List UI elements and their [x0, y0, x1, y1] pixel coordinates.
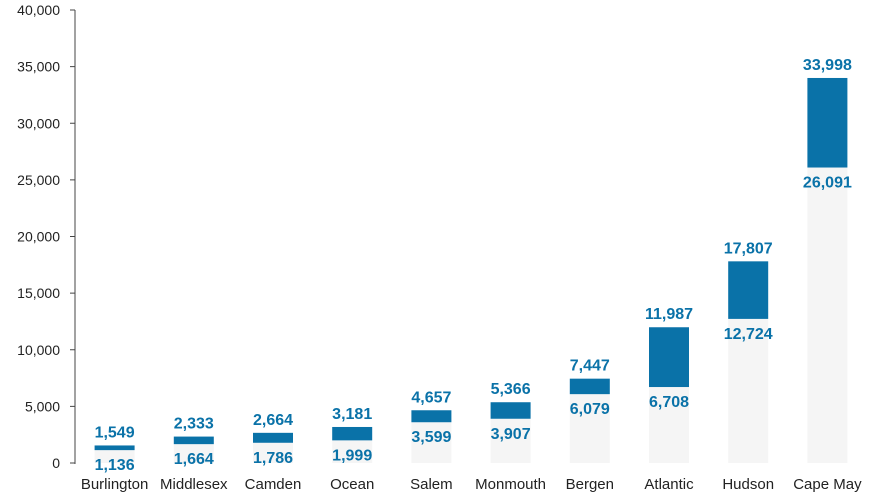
low-value-label: 1,786: [253, 450, 293, 467]
y-tick-label: 20,000: [17, 229, 60, 245]
base-bar: [332, 440, 373, 463]
high-value-label: 2,333: [174, 416, 214, 433]
low-value-label: 1,999: [332, 447, 372, 464]
x-category-label: Middlesex: [160, 476, 228, 493]
x-category-label: Burlington: [81, 476, 149, 493]
y-axis-ticks: 0 5,000 10,000 15,000 20,000 25,000 30,000 35,0…: [17, 2, 75, 471]
base-bar: [94, 450, 135, 463]
y-tick-label: 10,000: [17, 342, 60, 358]
low-value-label: 6,708: [649, 394, 689, 411]
y-tick-label: 30,000: [17, 115, 60, 131]
base-bar: [807, 167, 848, 464]
x-category-label: Cape May: [793, 476, 862, 493]
x-category-label: Hudson: [722, 476, 774, 493]
x-axis-labels: Burlington Middlesex Camden Ocean Salem Monmo…: [81, 476, 862, 493]
high-value-label: 2,664: [253, 412, 293, 429]
high-value-label: 33,998: [803, 57, 852, 74]
base-bar: [253, 442, 293, 463]
high-value-label: 7,447: [570, 358, 610, 375]
y-tick-label: 40,000: [17, 2, 60, 18]
low-value-label: 12,724: [724, 326, 773, 343]
base-bar: [490, 418, 531, 463]
range-bar: [332, 426, 373, 441]
base-bar: [728, 318, 769, 463]
base-bar: [411, 422, 452, 463]
range-bar: [649, 327, 689, 388]
range-bar: [490, 402, 531, 419]
x-category-label: Bergen: [566, 476, 614, 493]
y-tick-label: 25,000: [17, 172, 60, 188]
x-category-label: Camden: [245, 476, 302, 493]
range-bars: [94, 77, 848, 451]
range-bar: [253, 432, 293, 443]
base-bars: [94, 167, 848, 464]
range-bar: [94, 445, 135, 451]
high-value-label: 4,657: [411, 389, 451, 406]
high-value-label: 1,549: [95, 424, 135, 441]
low-value-label: 3,599: [411, 429, 451, 446]
high-value-label: 11,987: [645, 306, 693, 323]
low-value-label: 6,079: [570, 401, 610, 418]
y-tick-label: 35,000: [17, 59, 60, 75]
x-category-label: Salem: [410, 476, 453, 493]
low-value-label: 1,664: [174, 451, 214, 468]
data-labels: 1,549 1,136 2,333 1,664 2,664 1,786 3,181 1,999…: [95, 57, 852, 474]
x-category-label: Atlantic: [644, 476, 694, 493]
x-category-label: Ocean: [330, 476, 374, 493]
low-value-label: 26,091: [803, 175, 852, 192]
base-bar: [649, 387, 689, 463]
range-bar: [569, 378, 610, 395]
y-tick-label: 0: [52, 455, 60, 471]
low-value-label: 1,136: [95, 457, 135, 474]
y-tick-label: 5,000: [25, 398, 60, 414]
base-bar: [569, 394, 610, 463]
y-tick-label: 15,000: [17, 285, 60, 301]
range-bar: [411, 410, 452, 423]
range-bar: [173, 436, 214, 445]
x-category-label: Monmouth: [475, 476, 546, 493]
base-bar: [173, 444, 214, 463]
low-value-label: 3,907: [491, 426, 531, 443]
high-value-label: 5,366: [491, 381, 531, 398]
high-value-label: 3,181: [332, 406, 372, 423]
range-bar: [807, 77, 848, 168]
high-value-label: 17,807: [724, 240, 773, 257]
range-bar: [728, 261, 769, 319]
